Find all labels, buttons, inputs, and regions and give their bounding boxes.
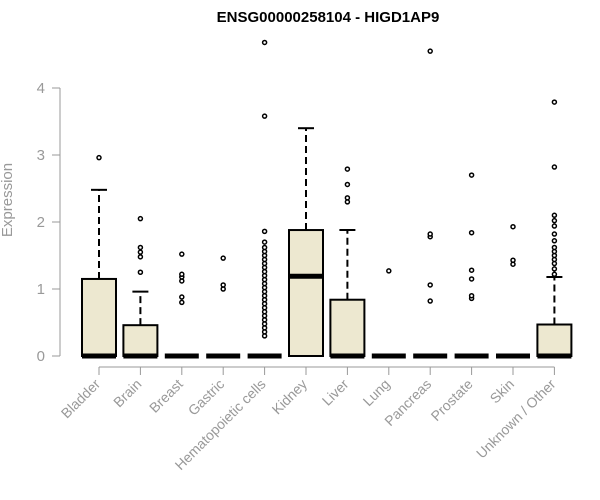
outlier-point (179, 271, 185, 278)
outlier-point (261, 39, 268, 46)
outlier-point (468, 292, 475, 299)
outlier-point (220, 282, 226, 288)
y-tick-label: 1 (37, 281, 45, 298)
outlier-point (261, 113, 268, 119)
outlier-point (468, 267, 475, 273)
box-rect (329, 298, 366, 357)
boxes (81, 39, 573, 359)
box-rect (288, 229, 324, 357)
y-tick-label: 3 (37, 147, 45, 164)
outlier-point (551, 238, 558, 244)
box-gastric (206, 255, 241, 359)
x-tick-label: Brain (110, 376, 144, 410)
box-rect (122, 324, 159, 357)
box-hematopoietic-cells (247, 39, 282, 359)
x-tick-label: Prostate (428, 376, 476, 424)
box-kidney (288, 127, 324, 357)
outlier-point (551, 164, 558, 170)
outlier-point (386, 268, 392, 274)
outlier-point (468, 172, 475, 178)
outlier-point (427, 282, 433, 288)
outlier-point (220, 255, 226, 261)
outlier-point (179, 251, 185, 257)
x-tick-label: Breast (146, 376, 186, 416)
x-tick-label: Bladder (58, 376, 104, 422)
outlier-point (344, 166, 351, 172)
x-tick-label: Skin (487, 376, 518, 407)
outlier-point (261, 239, 268, 245)
outlier-point (344, 195, 351, 201)
outlier-point (551, 99, 558, 105)
box-bladder (81, 154, 117, 359)
outlier-point (261, 244, 268, 251)
outlier-point (137, 269, 144, 275)
outlier-point (551, 231, 558, 237)
outlier-point (551, 266, 558, 272)
x-tick-label: Lung (360, 376, 393, 409)
box-breast (164, 251, 199, 359)
outlier-point (427, 48, 433, 54)
box-liver (329, 166, 366, 359)
outlier-point (261, 228, 268, 235)
x-tick-label: Liver (319, 376, 352, 409)
x-tick-label: Unknown / Other (473, 376, 559, 462)
outlier-point (551, 212, 558, 219)
y-tick-label: 4 (37, 80, 45, 97)
outlier-point (551, 244, 558, 251)
outlier-point (427, 298, 433, 304)
outlier-point (510, 257, 516, 263)
box-rect (81, 277, 117, 358)
outlier-point (137, 249, 144, 255)
box-brain (122, 215, 159, 359)
chart-title: ENSG00000258104 - HIGD1AP9 (217, 9, 440, 26)
box-skin (496, 223, 530, 359)
outlier-point (468, 276, 475, 282)
x-tick-label: Kidney (269, 376, 311, 418)
outlier-point (137, 215, 144, 222)
y-axis: 0 1 2 3 4 (37, 80, 61, 365)
outlier-point (510, 223, 516, 230)
outlier-point (551, 217, 558, 224)
outlier-point (344, 181, 351, 188)
outlier-point (137, 254, 144, 260)
outlier-point (179, 299, 185, 306)
y-tick-label: 0 (37, 348, 45, 365)
box-unknown-other (536, 99, 573, 359)
box-pancreas (413, 48, 448, 359)
box-lung (371, 268, 406, 359)
y-tick-label: 2 (37, 214, 45, 231)
outlier-point (427, 231, 433, 237)
box-rect (536, 323, 573, 358)
box-prostate (454, 172, 489, 359)
outlier-point (551, 223, 558, 229)
outlier-point (137, 244, 144, 251)
outlier-point (551, 271, 558, 278)
outlier-point (468, 229, 475, 236)
y-axis-label: Expression (0, 163, 16, 237)
outlier-point (96, 154, 102, 161)
outlier-point (179, 294, 185, 300)
